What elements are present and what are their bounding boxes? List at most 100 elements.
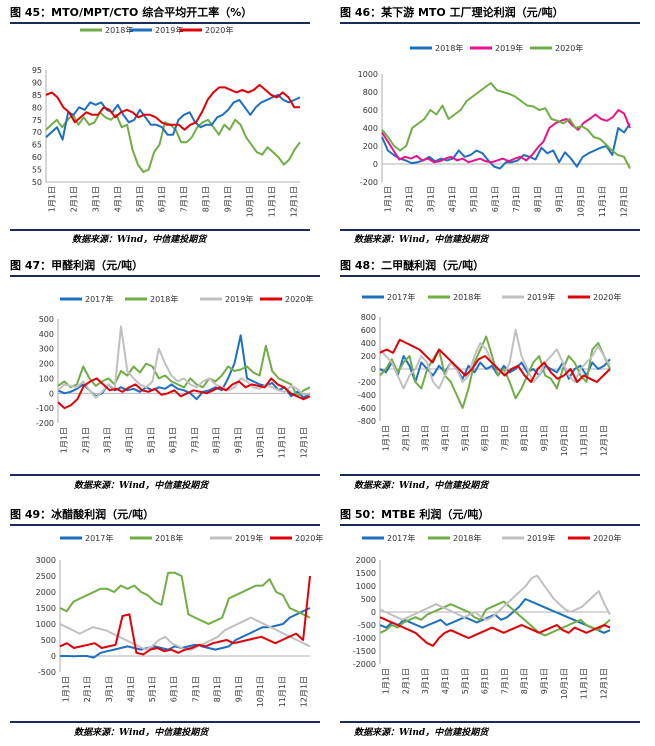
y-tick-label: 400 — [361, 339, 376, 348]
y-tick-label: -1500 — [353, 647, 376, 656]
legend-label: 2020年 — [295, 533, 323, 543]
x-tick-label: 1月1日 — [382, 425, 391, 451]
title-rule — [340, 524, 640, 526]
bottom-rule — [340, 474, 640, 476]
y-tick-label: 1000 — [36, 620, 56, 629]
x-tick-label: 8月1日 — [212, 427, 221, 453]
x-tick-label: 12月1日 — [600, 425, 609, 456]
y-tick-label: 85 — [32, 91, 42, 100]
panel-46: 图 46：某下游 MTO 工厂理论利润（元/吨） 2018年 2019年 2020年… — [340, 0, 640, 245]
x-tick-label: 8月1日 — [202, 186, 211, 212]
x-tick-label: 2月1日 — [83, 676, 92, 702]
x-tick-label: 1月1日 — [60, 427, 69, 453]
x-tick-label: 4月1日 — [126, 676, 135, 702]
legend-label: 2020年 — [285, 294, 313, 304]
x-tick-label: 7月1日 — [500, 668, 509, 694]
x-tick-label: 3月1日 — [103, 427, 112, 453]
y-tick-label: 3000 — [36, 556, 56, 565]
chart-49: 2017年 2018年 2019年 2020年 -500 0 500 1000 1500 2000… — [36, 533, 324, 707]
y-tick-label: 80 — [32, 103, 42, 112]
x-tick-label: 6月1日 — [158, 186, 167, 212]
y-tick-label: 500 — [361, 595, 376, 604]
y-tick-label: 0 — [373, 160, 378, 169]
x-tick-label: 11月1日 — [278, 676, 287, 707]
series-line — [57, 344, 311, 398]
x-tick-label: 4月1日 — [441, 425, 450, 451]
y-tick-label: 65 — [32, 141, 42, 150]
legend-label: 2020年 — [593, 533, 621, 543]
series-line — [45, 83, 300, 131]
x-tick-label: 5月1日 — [461, 668, 470, 694]
x-tick-label: 8月1日 — [520, 668, 529, 694]
x-tick-label: 12月1日 — [300, 427, 309, 458]
chart-48: 2017年 2018年 2019年 2020年 -800 -600 -400 -200 0 200… — [358, 292, 622, 456]
y-tick-label: 90 — [32, 78, 42, 87]
series-line — [57, 325, 311, 399]
source-note: 数据来源：Wind，中信建投期货 — [72, 235, 207, 245]
y-tick-label: 500 — [39, 315, 54, 324]
x-tick-label: 1月1日 — [62, 676, 71, 702]
y-tick-label: 600 — [361, 326, 376, 335]
x-tick-label: 9月1日 — [235, 676, 244, 702]
series-line — [381, 122, 631, 170]
y-tick-label: -400 — [358, 391, 376, 400]
y-tick-label: 1000 — [358, 70, 378, 79]
x-tick-label: 4月1日 — [448, 186, 457, 212]
panel-47: 图 47：甲醛利润（元/吨） 2017年 2018年 2019年 2020年 -200 -… — [10, 253, 320, 498]
y-tick-label: 0 — [51, 652, 56, 661]
panel-48: 图 48：二甲醚利润（元/吨） 2017年 2018年 2019年 2020年 -800… — [340, 253, 640, 498]
x-tick-label: 6月1日 — [169, 427, 178, 453]
legend-label: 2017年 — [387, 292, 415, 302]
legend-label: 2019年 — [527, 533, 555, 543]
x-tick-label: 10月1日 — [577, 186, 586, 217]
x-tick-label: 8月1日 — [213, 676, 222, 702]
x-tick-label: 12月1日 — [620, 186, 629, 217]
y-tick-label: -200 — [360, 178, 378, 187]
x-tick-label: 9月1日 — [224, 186, 233, 212]
x-tick-label: 3月1日 — [92, 186, 101, 212]
y-tick-label: 0 — [371, 365, 376, 374]
title-rule — [340, 22, 640, 24]
x-tick-label: 10月1日 — [256, 427, 265, 458]
x-tick-label: 1月1日 — [48, 186, 57, 212]
legend-label: 2020年 — [555, 43, 583, 53]
chart-title: 图 47：甲醛利润（元/吨） — [10, 259, 144, 272]
y-tick-label: -1000 — [353, 634, 376, 643]
title-rule — [340, 275, 640, 277]
x-tick-label: 6月1日 — [170, 676, 179, 702]
series-line — [59, 575, 311, 656]
y-tick-label: -200 — [358, 378, 376, 387]
x-tick-label: 11月1日 — [580, 425, 589, 456]
x-tick-label: 7月1日 — [191, 676, 200, 702]
x-tick-label: 9月1日 — [540, 425, 549, 451]
y-tick-label: 600 — [363, 106, 378, 115]
x-tick-label: 7月1日 — [190, 427, 199, 453]
y-tick-label: 60 — [32, 153, 42, 162]
series-line — [381, 109, 631, 164]
x-tick-label: 3月1日 — [421, 425, 430, 451]
legend-label: 2020年 — [593, 292, 621, 302]
x-tick-label: 5月1日 — [461, 425, 470, 451]
series-line — [379, 355, 611, 383]
legend-label: 2020年 — [205, 25, 233, 35]
y-tick-label: 2000 — [356, 556, 376, 565]
y-tick-label: -500 — [358, 621, 376, 630]
legend-label: 2018年 — [435, 43, 463, 53]
y-tick-label: 2500 — [36, 572, 56, 581]
x-tick-label: 11月1日 — [580, 668, 589, 699]
source-note: 数据来源：Wind，中信建投期货 — [354, 481, 489, 491]
x-tick-label: 5月1日 — [148, 676, 157, 702]
x-tick-label: 4月1日 — [114, 186, 123, 212]
x-tick-label: 6月1日 — [491, 186, 500, 212]
legend-label: 2018年 — [150, 294, 178, 304]
y-tick-label: 1500 — [356, 569, 376, 578]
y-tick-label: 75 — [32, 116, 42, 125]
series-line — [379, 616, 611, 647]
legend-label: 2018年 — [453, 533, 481, 543]
legend-label: 2019年 — [495, 43, 523, 53]
legend-label: 2019年 — [527, 292, 555, 302]
series-line — [379, 574, 611, 621]
y-tick-label: -800 — [358, 417, 376, 426]
legend-label: 2017年 — [85, 294, 113, 304]
y-tick-label: 55 — [32, 166, 42, 175]
